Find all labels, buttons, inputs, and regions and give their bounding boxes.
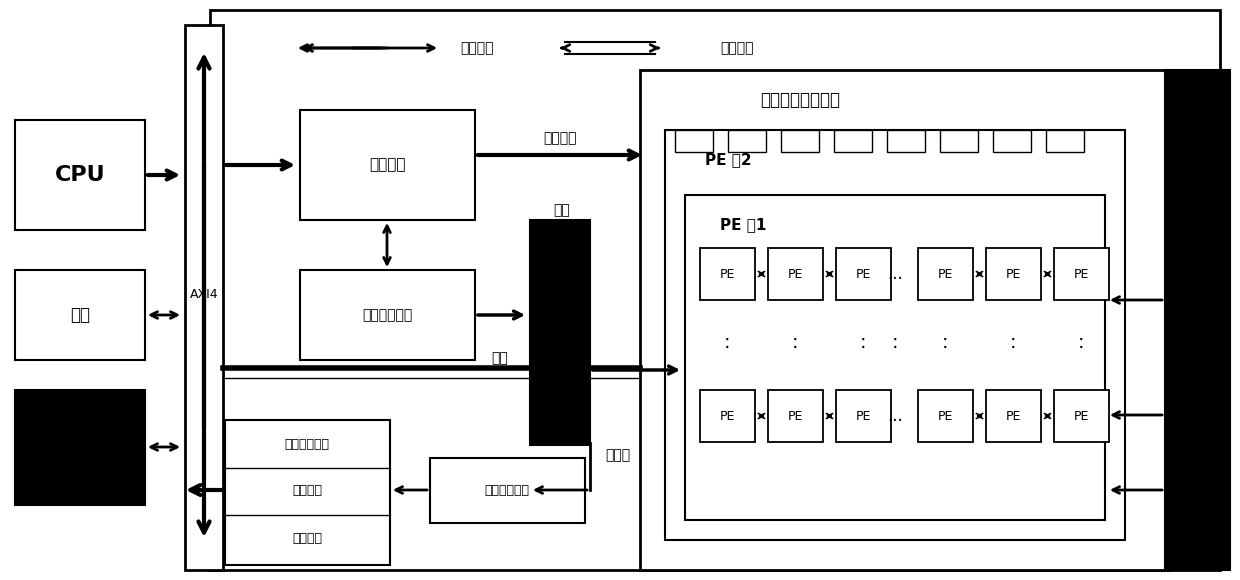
Text: 主控制器: 主控制器 <box>368 158 405 172</box>
Text: PE: PE <box>937 409 954 422</box>
Bar <box>430 458 585 523</box>
Text: 网口: 网口 <box>69 306 91 324</box>
Bar <box>15 120 145 230</box>
Text: :: : <box>942 332 949 351</box>
Text: 激励: 激励 <box>491 351 508 365</box>
Text: :: : <box>1079 332 1085 351</box>
Text: 部分和: 部分和 <box>605 448 631 462</box>
Text: :: : <box>792 332 799 351</box>
Bar <box>728 130 766 152</box>
Bar <box>210 10 1220 570</box>
Bar <box>684 195 1105 520</box>
Text: CPU: CPU <box>55 165 105 185</box>
Bar <box>887 130 925 152</box>
Bar <box>529 220 590 445</box>
Text: :: : <box>724 332 730 351</box>
Bar <box>768 248 823 300</box>
Bar <box>1166 70 1230 570</box>
Text: PE 组1: PE 组1 <box>720 218 766 233</box>
Bar <box>986 390 1042 442</box>
Text: PE: PE <box>1006 409 1022 422</box>
Bar <box>300 270 475 360</box>
Bar <box>918 248 973 300</box>
Bar <box>835 130 872 152</box>
Bar <box>836 390 892 442</box>
Text: 控制信息: 控制信息 <box>460 41 494 55</box>
Text: PE: PE <box>1074 267 1089 281</box>
Text: AXI4: AXI4 <box>190 288 218 302</box>
Bar <box>836 248 892 300</box>
Text: ...: ... <box>887 265 903 283</box>
Bar <box>918 390 973 442</box>
Text: 权重: 权重 <box>553 203 570 217</box>
Bar <box>1054 248 1109 300</box>
Text: PE 组2: PE 组2 <box>706 153 751 168</box>
Text: 数据信息: 数据信息 <box>720 41 754 55</box>
Text: 线性修正模块: 线性修正模块 <box>284 437 330 451</box>
Text: PE: PE <box>856 267 872 281</box>
Bar <box>185 25 223 570</box>
Text: PE: PE <box>1006 267 1022 281</box>
Bar <box>1047 130 1084 152</box>
Text: 可重构的运算阵列: 可重构的运算阵列 <box>760 91 839 109</box>
Bar <box>701 248 755 300</box>
Text: 输出缓存模块: 输出缓存模块 <box>485 484 529 496</box>
Text: PE: PE <box>937 267 954 281</box>
Bar <box>940 130 978 152</box>
Text: ...: ... <box>887 407 903 425</box>
Text: :: : <box>892 332 898 351</box>
Bar <box>665 130 1125 540</box>
Text: PE: PE <box>787 267 804 281</box>
Bar <box>993 130 1030 152</box>
Text: :: : <box>1011 332 1017 351</box>
Bar <box>640 70 1171 570</box>
Bar <box>224 420 391 565</box>
Bar <box>1054 390 1109 442</box>
Bar <box>986 248 1042 300</box>
Text: 重构信息: 重构信息 <box>543 131 577 145</box>
Bar <box>300 110 475 220</box>
Text: PE: PE <box>719 409 735 422</box>
Text: PE: PE <box>1074 409 1089 422</box>
Bar <box>15 390 145 505</box>
Bar <box>701 390 755 442</box>
Text: 池化模块: 池化模块 <box>291 484 322 498</box>
Bar <box>15 270 145 360</box>
Text: PE: PE <box>719 267 735 281</box>
Bar <box>781 130 818 152</box>
Text: 编码模块: 编码模块 <box>291 531 322 545</box>
Bar <box>675 130 713 152</box>
Bar <box>768 390 823 442</box>
Text: PE: PE <box>787 409 804 422</box>
Text: 数据分发模块: 数据分发模块 <box>362 308 412 322</box>
Text: :: : <box>861 332 867 351</box>
Text: PE: PE <box>856 409 872 422</box>
